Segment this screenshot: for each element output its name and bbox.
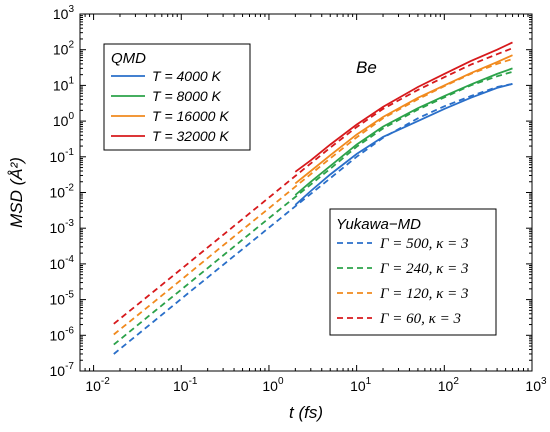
series-line-7: [113, 47, 513, 325]
ticks-layer: 10-2 10-1 100 101 102 10310-710-610-510-410-3…: [50, 4, 547, 394]
y-tick-label-8: 101: [53, 75, 75, 93]
y-tick-label-7-exp: 0: [68, 111, 74, 122]
x-tick-label-2-base: 10: [262, 378, 278, 394]
y-tick-label-4-base: 10: [50, 220, 66, 236]
y-tick-label-3-base: 10: [50, 256, 66, 272]
legend-yuk-label-3: Γ = 60, κ = 3: [379, 311, 461, 327]
x-tick-label-0: 10-2: [85, 376, 110, 394]
y-tick-label-9-base: 10: [53, 42, 69, 58]
y-tick-label-6: 10-1: [50, 147, 75, 165]
y-tick-label-5-exp: -2: [65, 183, 74, 194]
legend-yuk-label-0: Γ = 500, κ = 3: [379, 236, 468, 252]
y-tick-label-7-base: 10: [53, 113, 69, 129]
x-tick-label-5-exp: 3: [541, 376, 547, 387]
y-tick-label-3: 10-4: [50, 254, 75, 272]
series-line-0: [294, 83, 513, 206]
y-tick-label-9: 102: [53, 40, 75, 58]
series-line-5: [113, 70, 513, 346]
legend-yuk-label-1: Γ = 240, κ = 3: [379, 261, 468, 277]
y-tick-label-2-exp: -5: [65, 290, 74, 301]
y-tick-label-8-base: 10: [53, 77, 69, 93]
y-tick-label-6-exp: -1: [65, 147, 74, 158]
legend-qmd-title: QMD: [111, 50, 146, 67]
x-tick-label-2-exp: 0: [278, 376, 284, 387]
y-tick-label-0: 10-7: [50, 361, 75, 379]
y-tick-label-1: 10-6: [50, 325, 75, 343]
x-tick-label-3-base: 10: [350, 378, 366, 394]
y-tick-label-0-exp: -7: [65, 361, 74, 372]
series-line-4: [113, 83, 513, 355]
y-tick-label-2-base: 10: [50, 292, 66, 308]
series-line-3: [294, 41, 513, 173]
x-tick-label-5-base: 10: [525, 378, 541, 394]
legend-yukawa: Yukawa−MD Γ = 500, κ = 3Γ = 240, κ = 3Γ …: [329, 208, 497, 336]
legend-qmd-label-0: T = 4000 K: [152, 68, 222, 84]
series-line-2: [294, 54, 513, 185]
y-tick-label-9-exp: 2: [68, 40, 74, 51]
legend-qmd-box: [103, 43, 251, 151]
series-layer: [113, 41, 513, 355]
plot-area: 10-2 10-1 100 101 102 10310-710-610-510-410-3…: [50, 4, 547, 394]
x-tick-label-2: 100: [262, 376, 284, 394]
series-line-1: [294, 67, 513, 196]
x-tick-label-4-exp: 2: [453, 376, 459, 387]
x-tick-label-4-base: 10: [438, 378, 454, 394]
y-tick-label-5-base: 10: [50, 185, 66, 201]
y-tick-label-4-exp: -3: [65, 218, 74, 229]
x-tick-label-3: 101: [350, 376, 372, 394]
y-tick-label-3-exp: -4: [65, 254, 74, 265]
y-axis-label: MSD (Å²): [7, 157, 26, 228]
y-tick-label-8-exp: 1: [68, 75, 74, 86]
legend-qmd-label-2: T = 16000 K: [152, 108, 229, 124]
legend-yukawa-entries: Γ = 500, κ = 3 Γ = 240, κ = 3 Γ = 120, κ =…: [337, 236, 468, 327]
legend-qmd-label-1: T = 8000 K: [152, 88, 222, 104]
x-axis-label: t (fs): [289, 403, 323, 422]
x-tick-label-1-base: 10: [173, 378, 189, 394]
x-tick-label-1-exp: -1: [189, 376, 198, 387]
x-tick-label-4: 102: [438, 376, 460, 394]
legend-qmd-label-3: T = 32000 K: [152, 128, 229, 144]
y-tick-label-7: 100: [53, 111, 75, 129]
y-tick-label-0-base: 10: [50, 363, 66, 379]
y-tick-label-6-base: 10: [50, 149, 66, 165]
y-tick-label-10: 103: [53, 4, 75, 22]
series-line-6: [113, 58, 513, 336]
legend-yuk-label-2: Γ = 120, κ = 3: [379, 286, 468, 302]
legend-qmd: QMD T = 4000 K T = 8000 K T = 16000 K T = 3…: [103, 43, 251, 151]
element-annotation: Be: [356, 58, 377, 77]
y-tick-label-2: 10-5: [50, 290, 75, 308]
y-tick-label-4: 10-3: [50, 218, 75, 236]
x-tick-label-5: 103: [525, 376, 547, 394]
x-tick-label-3-exp: 1: [366, 376, 372, 387]
y-tick-label-5: 10-2: [50, 183, 75, 201]
y-tick-label-1-base: 10: [50, 327, 66, 343]
y-tick-label-1-exp: -6: [65, 325, 74, 336]
legend-qmd-entries: T = 4000 K T = 8000 K T = 16000 K T = 32000…: [111, 68, 229, 144]
x-tick-label-0-base: 10: [85, 378, 101, 394]
y-tick-label-10-exp: 3: [68, 4, 74, 15]
x-tick-label-1: 10-1: [173, 376, 198, 394]
legend-yukawa-box: [329, 208, 497, 336]
x-tick-label-0-exp: -2: [101, 376, 110, 387]
legend-yukawa-title: Yukawa−MD: [336, 216, 421, 233]
y-tick-label-10-base: 10: [53, 6, 69, 22]
